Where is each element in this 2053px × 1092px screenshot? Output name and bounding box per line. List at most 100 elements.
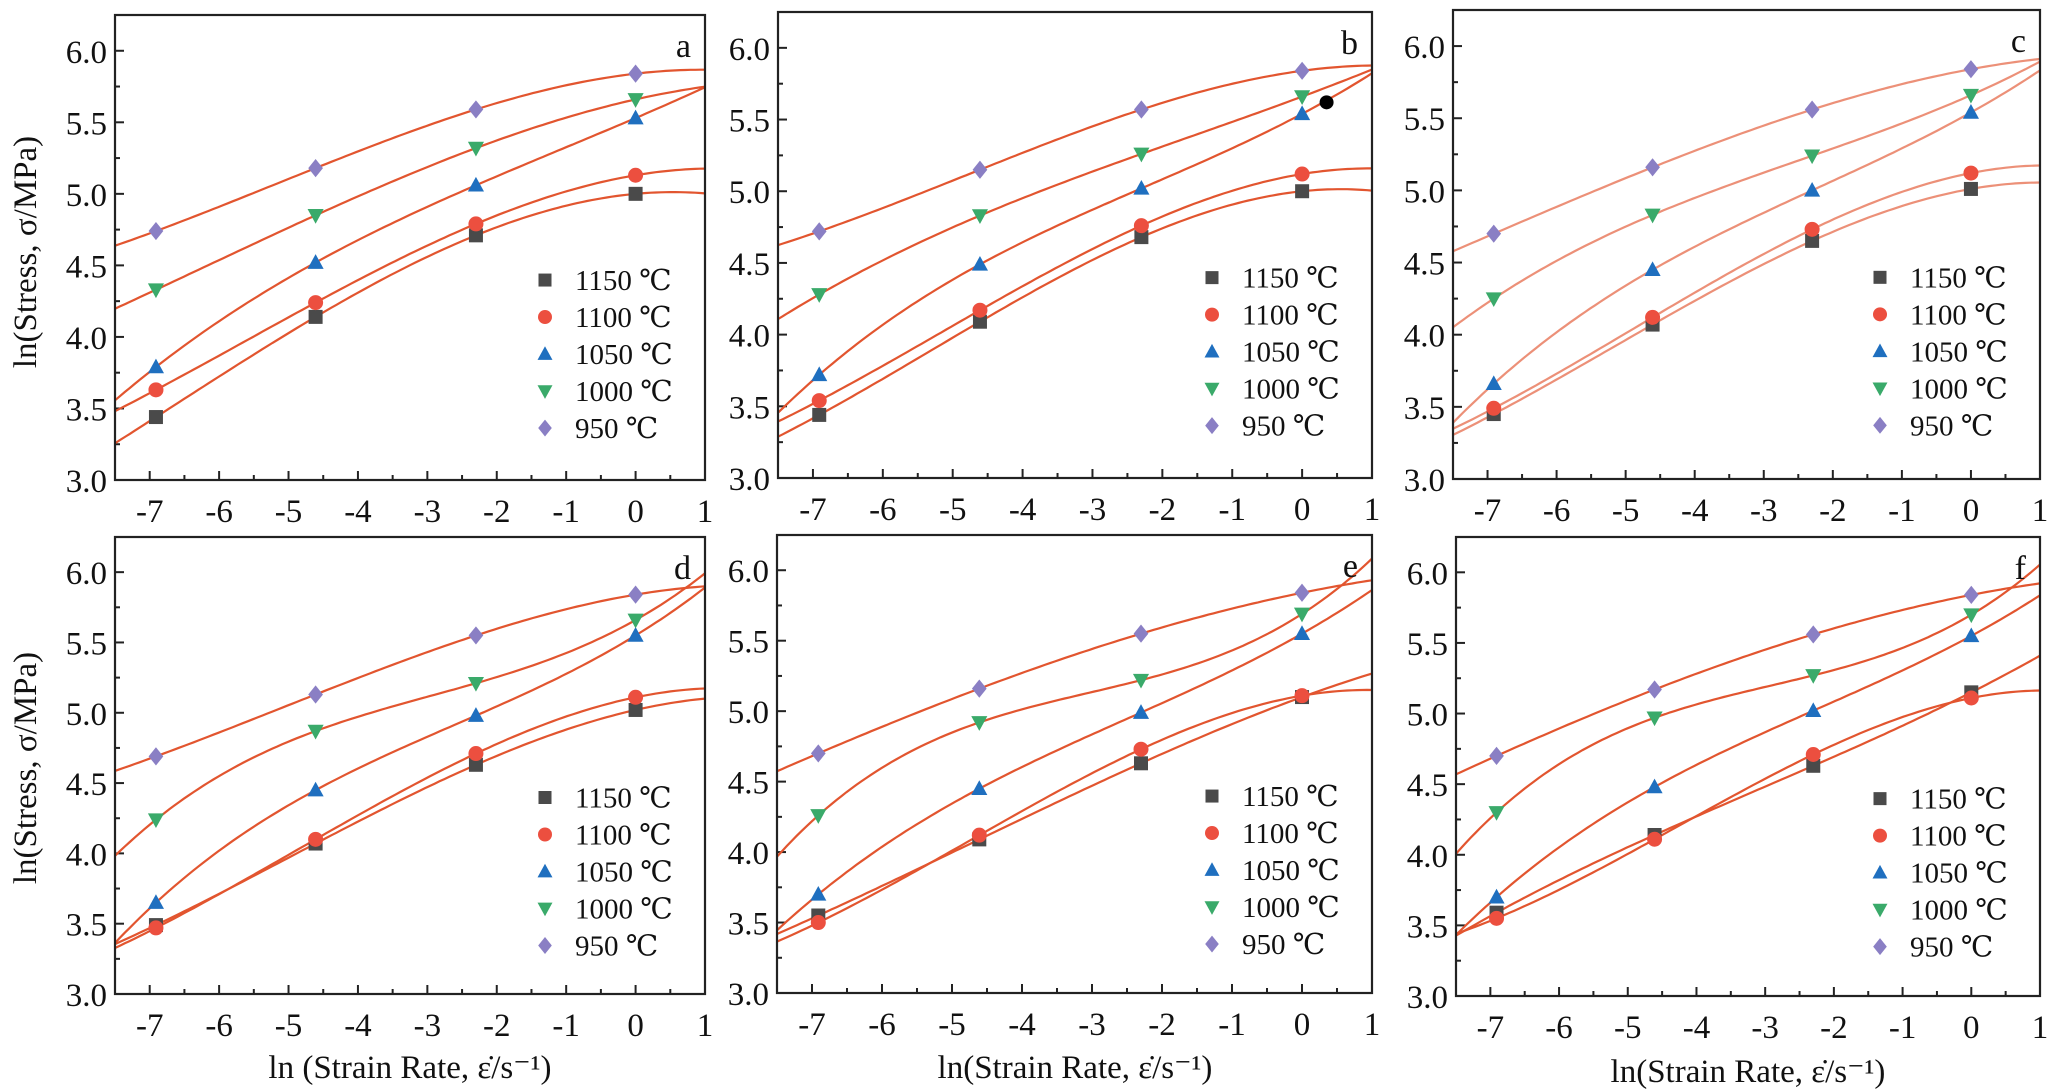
- data-point: [628, 702, 643, 717]
- y-tick-label: 5.5: [66, 626, 107, 662]
- data-point: [307, 781, 324, 797]
- x-tick-label: -5: [938, 1007, 966, 1043]
- y-tick-label: 5.0: [1407, 698, 1448, 734]
- legend-label: 1050 ℃: [575, 339, 673, 371]
- data-point: [308, 685, 323, 704]
- panel-letter: b: [1341, 25, 1358, 62]
- fit-curve-1000: [777, 557, 1372, 858]
- y-tick-label: 3.0: [66, 978, 107, 1014]
- data-point: [148, 410, 163, 425]
- data-point: [308, 831, 324, 847]
- fit-curve-950: [115, 585, 705, 772]
- fit-curve-1000: [115, 85, 705, 310]
- legend-label: 1050 ℃: [1242, 855, 1340, 887]
- xlabel-e: ln(Strain Rate, ε̇/s⁻¹): [938, 1050, 1213, 1086]
- legend-label: 1150 ℃: [1910, 262, 2007, 294]
- x-tick-label: -5: [275, 494, 303, 530]
- panel-letter: c: [2011, 23, 2026, 60]
- y-tick-label: 3.0: [1404, 463, 1445, 499]
- data-point: [972, 160, 988, 179]
- legend-label: 1150 ℃: [575, 265, 672, 297]
- panel-letter: f: [2015, 550, 2027, 587]
- data-point: [148, 221, 164, 241]
- legend-marker: [1872, 903, 1888, 918]
- data-point: [308, 309, 323, 324]
- series-1000: [147, 613, 644, 829]
- data-point: [971, 209, 989, 225]
- data-point: [148, 920, 164, 936]
- y-tick-label: 6.0: [1407, 556, 1448, 592]
- fit-curve-1100: [778, 167, 1372, 423]
- data-point: [1294, 61, 1310, 80]
- legend-marker: [538, 273, 552, 287]
- legend-marker: [1205, 417, 1219, 435]
- data-point: [811, 222, 827, 241]
- data-point: [1293, 625, 1311, 640]
- data-point: [147, 894, 165, 909]
- series-1100: [810, 688, 1310, 931]
- fit-curve-1050: [777, 589, 1372, 932]
- y-tick-label: 5.0: [66, 178, 107, 214]
- x-tick-label: -6: [205, 494, 233, 530]
- x-tick-label: 0: [627, 494, 644, 530]
- series-1050: [810, 625, 1311, 901]
- fit-curve-1000: [115, 572, 705, 857]
- panel-d: -7 -6 -5 -4 -3 -2 -1 0 1 3.0 3.5 4.0 4.5 5.0 5.5 6.0 115…: [66, 535, 713, 1044]
- y-tick-label: 3.0: [66, 464, 107, 500]
- series-950: [1489, 585, 1979, 766]
- legend-marker: [537, 863, 553, 878]
- data-point: [1294, 90, 1311, 105]
- data-point: [1963, 585, 1979, 605]
- legend-label: 1000 ℃: [1910, 373, 2008, 405]
- series-1050: [147, 109, 644, 374]
- plot-frame: [776, 10, 1374, 480]
- legend-marker: [538, 310, 552, 325]
- legend-marker: [1872, 343, 1888, 358]
- x-tick-label: 1: [697, 494, 714, 530]
- fit-curve-1150: [1453, 181, 2040, 436]
- xlabel-f: ln(Strain Rate, ε̇/s⁻¹): [1611, 1054, 1886, 1090]
- data-point: [467, 176, 484, 192]
- fit-curve-1100: [115, 687, 705, 949]
- legend: 1150 ℃ 1100 ℃ 1050 ℃ 1000 ℃ 950 ℃: [1872, 784, 2008, 964]
- data-point: [1489, 746, 1504, 766]
- data-point: [1646, 778, 1663, 794]
- legend: 1150 ℃ 1100 ℃ 1050 ℃ 1000 ℃ 950 ℃: [537, 782, 673, 962]
- legend-label: 1000 ℃: [1242, 892, 1340, 924]
- data-point: [1805, 233, 1820, 248]
- legend: 1150 ℃ 1100 ℃ 1050 ℃ 1000 ℃ 950 ℃: [1872, 262, 2008, 442]
- series-1150: [148, 186, 643, 425]
- x-tick-label: 1: [2032, 493, 2049, 529]
- series-1100: [148, 167, 644, 398]
- legend-marker: [1205, 935, 1219, 953]
- x-tick-label: -2: [483, 494, 511, 530]
- legend-label: 1050 ℃: [1242, 337, 1340, 369]
- data-point: [1133, 624, 1149, 643]
- data-point: [1804, 149, 1821, 165]
- data-point: [1645, 309, 1661, 325]
- x-tick-label: -1: [552, 494, 580, 530]
- plot-frame: [113, 13, 707, 482]
- y-tick-label: 3.0: [729, 462, 770, 498]
- y-tick-label: 4.0: [66, 321, 107, 357]
- x-tick-label: -4: [344, 1008, 372, 1044]
- legend-marker: [1873, 792, 1887, 806]
- data-point: [1485, 375, 1502, 391]
- data-point: [1134, 756, 1148, 771]
- data-point: [1647, 831, 1663, 847]
- y-tick-label: 5.0: [66, 697, 107, 733]
- legend-label: 1100 ℃: [1242, 818, 1339, 850]
- x-tick-label: -3: [1751, 1010, 1779, 1046]
- x-tick-label: -4: [344, 494, 372, 530]
- fit-curve-1000: [778, 68, 1372, 321]
- data-point: [1294, 105, 1311, 121]
- legend-marker: [538, 937, 552, 954]
- series-1150: [812, 184, 1310, 422]
- data-point: [812, 407, 827, 422]
- fit-curve-950: [115, 68, 705, 247]
- legend-label: 950 ℃: [1910, 932, 1993, 964]
- data-point: [1962, 104, 1979, 119]
- y-tick-label: 3.5: [729, 390, 770, 426]
- legend-label: 950 ℃: [1910, 410, 1993, 442]
- x-tick-label: -3: [414, 494, 442, 530]
